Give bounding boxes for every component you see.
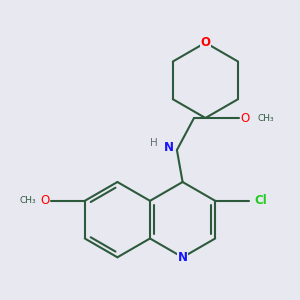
Text: O: O — [200, 36, 210, 49]
Text: O: O — [240, 112, 250, 124]
Text: Cl: Cl — [255, 194, 268, 207]
Text: H: H — [150, 138, 158, 148]
Text: N: N — [164, 141, 174, 154]
Text: CH₃: CH₃ — [258, 113, 274, 122]
Text: N: N — [178, 251, 188, 264]
Text: CH₃: CH₃ — [20, 196, 36, 205]
Text: O: O — [40, 194, 50, 207]
